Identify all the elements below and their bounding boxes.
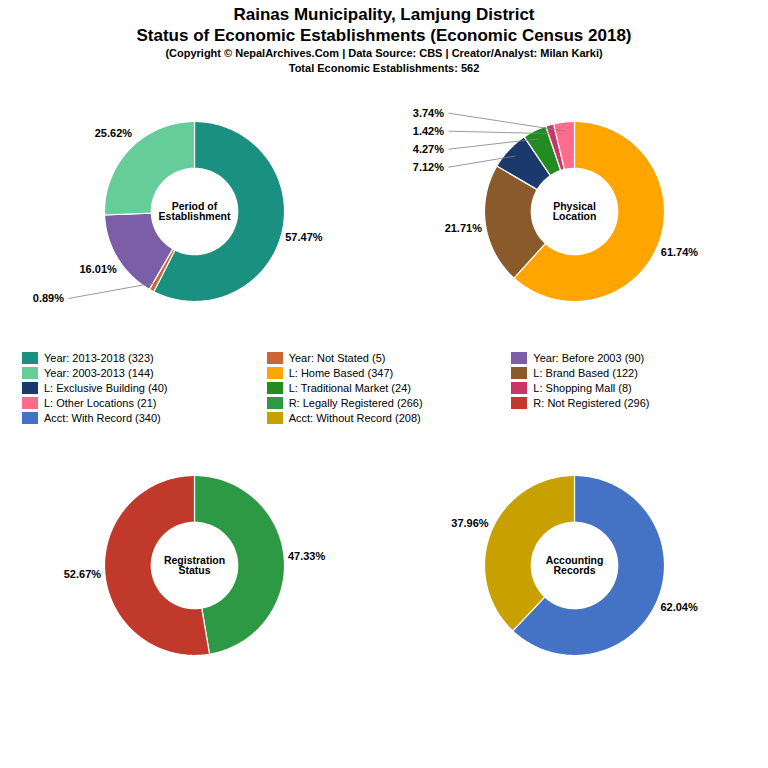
html-text:L: Shopping Mall (8): L: Shopping Mall (8) <box>533 382 632 394</box>
html-text:Acct: With Record (340): Acct: With Record (340) <box>44 412 161 424</box>
html-text:Year: Not Stated (5): Year: Not Stated (5) <box>288 352 386 364</box>
html-text:R: Not Registered (296): R: Not Registered (296) <box>533 397 650 409</box>
svg-text:16.01%: 16.01% <box>79 263 117 275</box>
html-text:Total Economic Establishments:: Total Economic Establishments: 562 <box>288 62 480 74</box>
svg-text:PhysicalLocation: PhysicalLocation <box>553 200 597 223</box>
html-text:Status of Economic Establishme: Status of Economic Establishments (Econo… <box>136 26 632 45</box>
html-text:(Copyright © NepalArchives.Com: (Copyright © NepalArchives.Com | Data So… <box>165 47 603 59</box>
html-text:Year: 2003-2013 (144): Year: 2003-2013 (144) <box>44 367 154 379</box>
svg-text:62.04%: 62.04% <box>660 601 698 613</box>
html-text:L: Home Based (347): L: Home Based (347) <box>288 367 394 379</box>
html-text:Year: 2013-2018 (323): Year: 2013-2018 (323) <box>44 352 154 364</box>
svg-text:1.42%: 1.42% <box>413 125 444 137</box>
svg-text:57.47%: 57.47% <box>285 231 323 243</box>
svg-text:Period ofEstablishment: Period ofEstablishment <box>159 200 231 223</box>
svg-text:25.62%: 25.62% <box>95 127 133 139</box>
html-text:Rainas Municipality, Lamjung D: Rainas Municipality, Lamjung District <box>233 5 535 24</box>
svg-text:4.27%: 4.27% <box>413 143 444 155</box>
html-text:Year: Before 2003 (90): Year: Before 2003 (90) <box>533 352 645 364</box>
svg-text:0.89%: 0.89% <box>33 292 64 304</box>
html-text:L: Brand Based (122): L: Brand Based (122) <box>533 367 638 379</box>
svg-text:37.96%: 37.96% <box>451 517 489 529</box>
svg-text:AccountingRecords: AccountingRecords <box>546 554 604 577</box>
svg-text:47.33%: 47.33% <box>288 550 326 562</box>
html-text:L: Other Locations (21): L: Other Locations (21) <box>44 397 157 409</box>
svg-text:61.74%: 61.74% <box>661 246 699 258</box>
html-text:R: Legally Registered (266): R: Legally Registered (266) <box>288 397 423 409</box>
html-text:L: Traditional Market (24): L: Traditional Market (24) <box>288 382 411 394</box>
svg-text:3.74%: 3.74% <box>413 107 444 119</box>
html-text:L: Exclusive Building (40): L: Exclusive Building (40) <box>44 382 168 394</box>
svg-text:52.67%: 52.67% <box>64 568 102 580</box>
svg-text:7.12%: 7.12% <box>413 161 444 173</box>
svg-text:RegistrationStatus: RegistrationStatus <box>164 554 225 577</box>
html-text:Acct: Without Record (208): Acct: Without Record (208) <box>288 412 421 424</box>
svg-text:21.71%: 21.71% <box>445 222 483 234</box>
